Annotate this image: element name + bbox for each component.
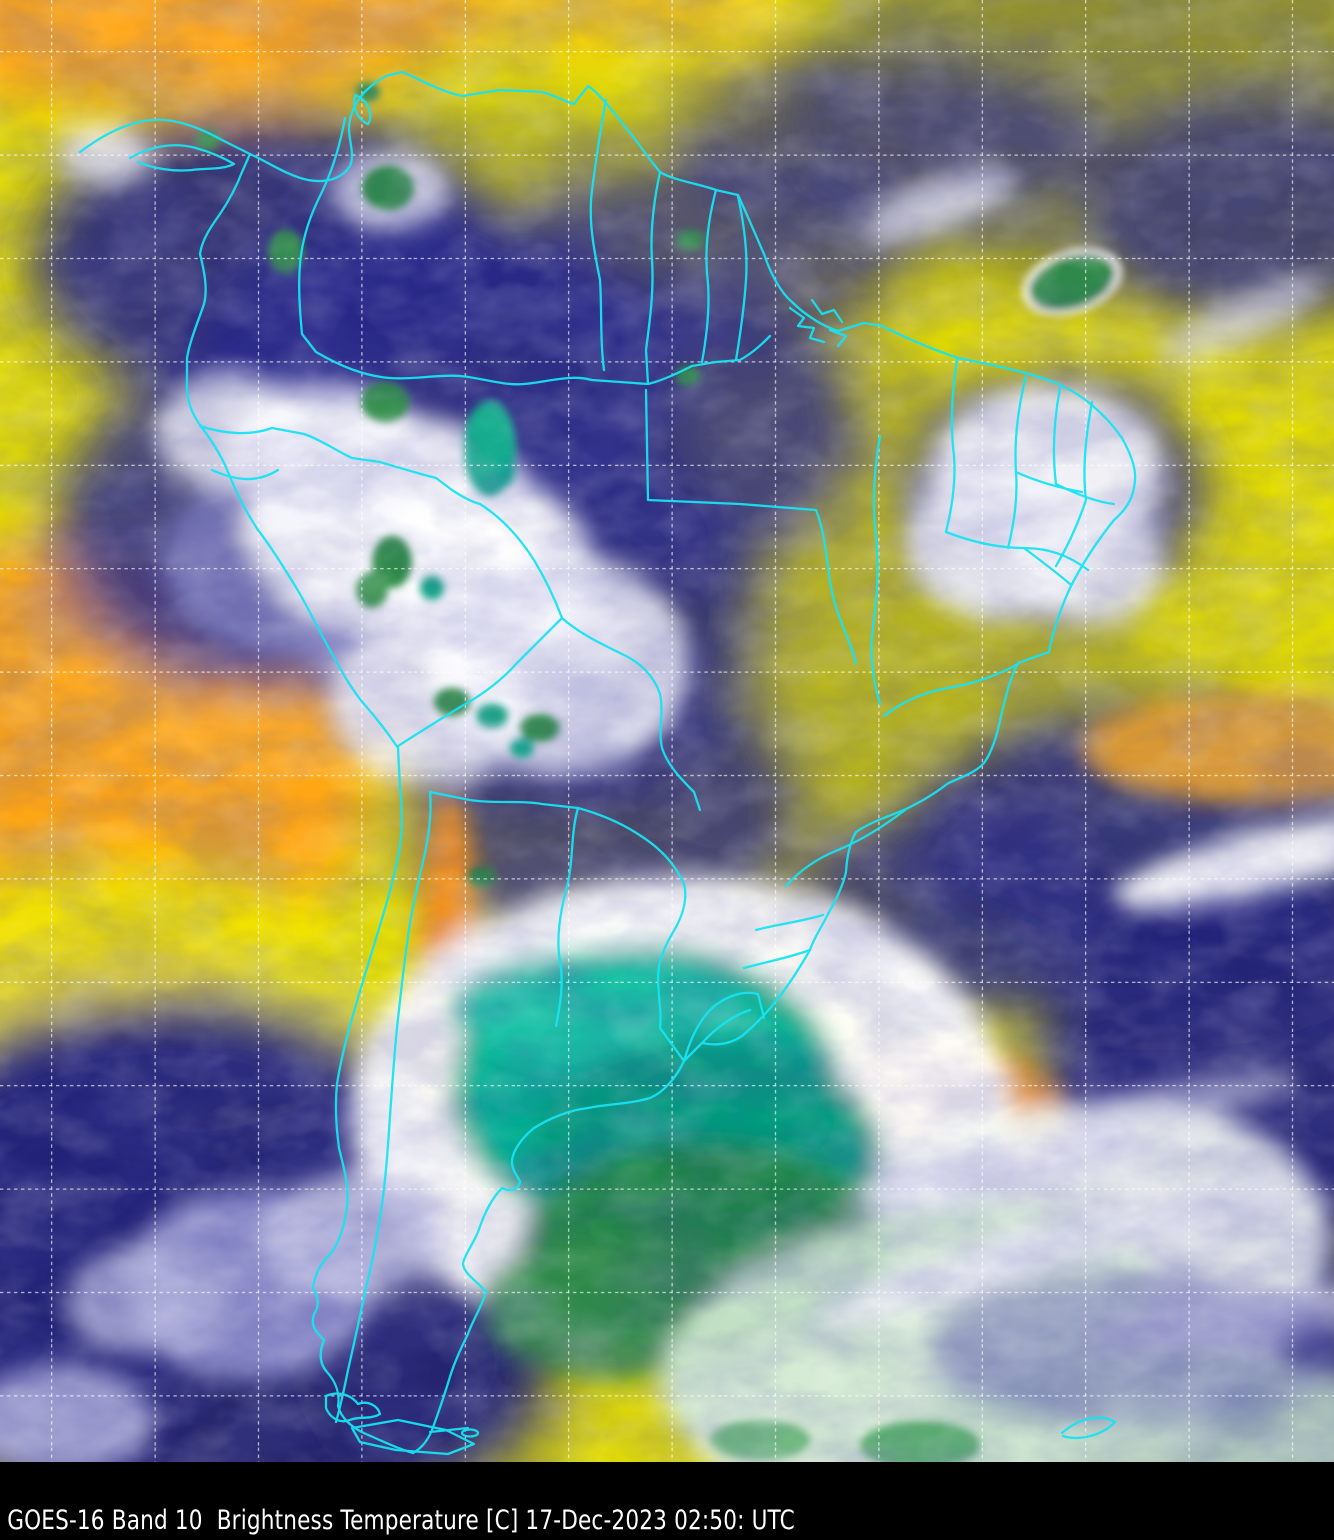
falkland-islands-outline [460,1428,480,1438]
caption-bar: GOES-16 Band 10 Brightness Temperature [… [0,1462,1334,1540]
satellite-map-canvas [0,0,1334,1462]
amazon-delta-channels [788,298,848,348]
internal-country-borders [198,98,772,1424]
brazil-state-borders [644,358,1116,970]
lake-maracaibo-outline [353,93,372,126]
caption-text: GOES-16 Band 10 Brightness Temperature [… [7,1505,795,1536]
south-america-coastline [185,70,1137,1455]
satellite-map [0,0,1334,1462]
country-borders [78,70,1137,1456]
tierra-del-fuego-outlines [324,1392,476,1456]
latlon-grid [0,0,1334,1462]
south-atlantic-front-arc [1060,1416,1117,1440]
panama-coastline [78,118,252,172]
